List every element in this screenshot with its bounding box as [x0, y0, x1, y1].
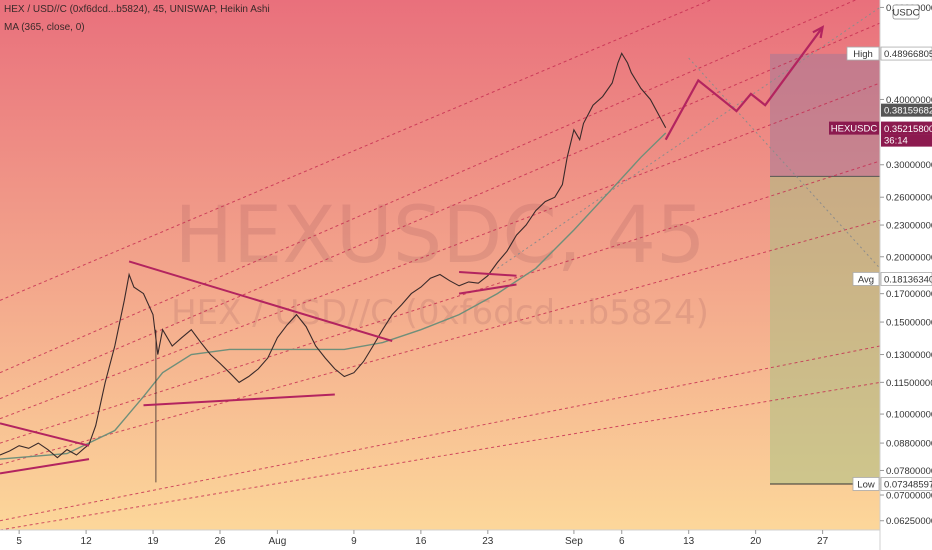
fib-dashed-line[interactable]: [688, 57, 880, 269]
y-tick-label: 0.2000000000: [886, 252, 932, 263]
x-tick-label: 13: [683, 536, 695, 547]
y-tick-label: 0.2300000000: [886, 221, 932, 232]
x-tick-label: 9: [351, 536, 357, 547]
price-marker-label-box[interactable]: [852, 477, 880, 491]
x-tick-label: 27: [817, 536, 829, 547]
price-marker-label-box[interactable]: [852, 272, 880, 286]
y-tick-label: 0.3000000000: [886, 160, 932, 171]
price-marker-tag[interactable]: [881, 121, 932, 135]
x-tick-label: 16: [415, 536, 427, 547]
x-tick-label: 6: [619, 536, 625, 547]
y-tick-label: 0.1700000000: [886, 289, 932, 300]
y-tick-label: 0.1150000000: [886, 378, 932, 389]
trend-line[interactable]: [459, 271, 517, 277]
y-tick-label: 0.1300000000: [886, 350, 932, 361]
price-marker-value: 0.1813634014: [884, 274, 932, 285]
watermark-symbol: HEXUSDC, 45: [174, 191, 705, 281]
price-marker-tag[interactable]: [881, 103, 932, 117]
x-tick-label: 12: [81, 536, 93, 547]
x-tick-label: 19: [147, 536, 159, 547]
position-stop-zone[interactable]: [770, 176, 880, 484]
price-line[interactable]: [0, 52, 667, 459]
chart-legend-indicator[interactable]: MA (365, close, 0): [4, 22, 85, 33]
projection-arrowhead: [812, 25, 825, 39]
price-marker-value: 0.4896680565: [884, 49, 932, 60]
price-marker-label-box[interactable]: [846, 46, 880, 61]
channel-dashed-line[interactable]: [0, 381, 880, 530]
trend-line[interactable]: [128, 260, 393, 342]
price-marker-label: Low: [857, 479, 875, 490]
price-marker-label: High: [853, 49, 873, 60]
x-tick-label: 23: [482, 536, 494, 547]
plot-background: [0, 0, 880, 530]
y-tick-label: 0.2600000000: [886, 193, 932, 204]
y-tick-label: 0.1000000000: [886, 410, 932, 421]
ma-line[interactable]: [0, 132, 667, 460]
x-tick-label: 26: [214, 536, 226, 547]
trend-line[interactable]: [0, 422, 90, 447]
projection-path[interactable]: [664, 26, 824, 141]
countdown-text: 36:14: [884, 136, 908, 147]
trend-line[interactable]: [0, 458, 90, 475]
price-marker-tag[interactable]: [880, 272, 932, 286]
currency-badge[interactable]: [892, 4, 920, 20]
time-axis[interactable]: [0, 530, 880, 550]
price-marker-label: HEXUSDC: [831, 124, 878, 135]
price-marker-label: Avg: [858, 274, 874, 285]
position-target-zone[interactable]: [770, 53, 880, 177]
watermark-pair: HEX / USD//C (0xf6dcd...b5824): [171, 293, 709, 333]
price-marker-tag[interactable]: [880, 477, 932, 491]
y-tick-label: 0.1500000000: [886, 318, 932, 329]
currency-label: USDC: [893, 8, 920, 19]
chart-legend-symbol[interactable]: HEX / USD//C (0xf6dcd...b5824), 45, UNIS…: [4, 4, 270, 15]
countdown-tag: [881, 134, 932, 147]
channel-dashed-line[interactable]: [0, 219, 880, 466]
x-tick-label: Aug: [268, 536, 286, 547]
x-tick-label: Sep: [565, 536, 583, 547]
price-marker-tag[interactable]: [880, 46, 932, 61]
price-marker-value: 0.3521580073: [884, 124, 932, 135]
trend-line[interactable]: [143, 393, 335, 407]
price-marker-label-box[interactable]: [829, 121, 879, 135]
x-tick-label: 20: [750, 536, 762, 547]
y-tick-label: 0.0880000000: [886, 439, 932, 450]
trend-line[interactable]: [458, 283, 517, 295]
y-tick-label: 0.4000000000: [886, 95, 932, 106]
fib-dashed-line[interactable]: [497, 6, 880, 269]
price-marker-value: 0.0734859712: [884, 479, 932, 490]
channel-dashed-line[interactable]: [0, 160, 880, 444]
channel-dashed-line[interactable]: [0, 82, 880, 420]
price-marker-value: 0.3815968258: [884, 106, 932, 117]
y-tick-label: 0.0700000000: [886, 491, 932, 502]
x-tick-label: 5: [16, 536, 22, 547]
y-tick-label: 0.0625000000: [886, 516, 932, 527]
y-tick-label: 0.0780000000: [886, 466, 932, 477]
channel-dashed-line[interactable]: [0, 0, 880, 374]
